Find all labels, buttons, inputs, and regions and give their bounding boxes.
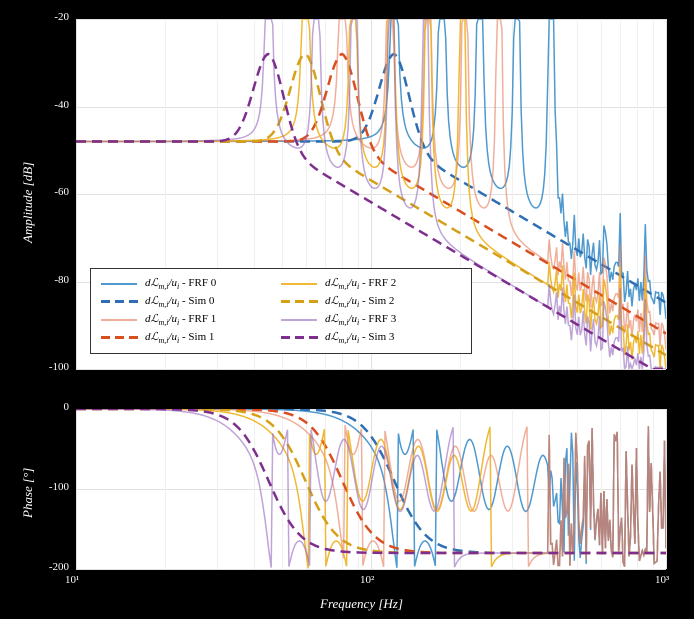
ytick-label: -80 xyxy=(35,274,69,286)
legend-label: dℒm,i/ui - FRF 3 xyxy=(325,312,396,327)
legend-label: dℒm,i/ui - Sim 2 xyxy=(325,294,394,309)
bode-figure: Amplitude [dB] Phase [°] Frequency [Hz] … xyxy=(0,0,694,619)
legend-label: dℒm,i/ui - FRF 0 xyxy=(145,276,216,291)
ytick-label: -60 xyxy=(35,186,69,198)
legend-item: dℒm,i/ui - Sim 1 xyxy=(101,330,281,345)
ytick-label: -100 xyxy=(35,481,69,493)
legend-label: dℒm,i/ui - Sim 1 xyxy=(145,330,214,345)
legend-item: dℒm,i/ui - FRF 3 xyxy=(281,312,461,327)
ytick-label: -20 xyxy=(35,11,69,23)
ytick-label: -40 xyxy=(35,99,69,111)
series-frf3 xyxy=(76,409,666,568)
legend-swatch xyxy=(101,295,137,309)
ytick-label: 0 xyxy=(35,401,69,413)
legend-swatch xyxy=(101,277,137,291)
legend-swatch xyxy=(101,313,137,327)
xtick-label: 10² xyxy=(360,574,374,586)
series-sim0 xyxy=(76,54,666,303)
legend-label: dℒm,i/ui - FRF 2 xyxy=(325,276,396,291)
phase-ylabel: Phase [°] xyxy=(20,468,36,518)
legend-swatch xyxy=(281,295,317,309)
legend-row: dℒm,i/ui - Sim 0 dℒm,i/ui - Sim 2 xyxy=(101,293,461,311)
phase-xlabel: Frequency [Hz] xyxy=(320,596,403,612)
xtick-label: 10¹ xyxy=(65,574,79,586)
legend-label: dℒm,i/ui - Sim 3 xyxy=(325,330,394,345)
legend-item: dℒm,i/ui - FRF 0 xyxy=(101,276,281,291)
ytick-label: -100 xyxy=(35,361,69,373)
legend-item: dℒm,i/ui - Sim 0 xyxy=(101,294,281,309)
legend: dℒm,i/ui - FRF 0dℒm,i/ui - FRF 2dℒm,i/ui… xyxy=(90,268,472,354)
legend-swatch xyxy=(101,331,137,345)
legend-swatch xyxy=(281,313,317,327)
legend-row: dℒm,i/ui - FRF 1 dℒm,i/ui - FRF 3 xyxy=(101,311,461,329)
legend-label: dℒm,i/ui - FRF 1 xyxy=(145,312,216,327)
legend-item: dℒm,i/ui - FRF 1 xyxy=(101,312,281,327)
phase-plot xyxy=(75,408,667,570)
legend-swatch xyxy=(281,331,317,345)
legend-row: dℒm,i/ui - FRF 0 dℒm,i/ui - FRF 2 xyxy=(101,275,461,293)
legend-item: dℒm,i/ui - Sim 3 xyxy=(281,330,461,345)
legend-label: dℒm,i/ui - Sim 0 xyxy=(145,294,214,309)
amplitude-ylabel: Amplitude [dB] xyxy=(20,162,36,243)
legend-row: dℒm,i/ui - Sim 1 dℒm,i/ui - Sim 3 xyxy=(101,329,461,347)
phase-curves xyxy=(76,409,666,569)
legend-item: dℒm,i/ui - FRF 2 xyxy=(281,276,461,291)
legend-swatch xyxy=(281,277,317,291)
xtick-label: 10³ xyxy=(655,574,669,586)
ytick-label: -200 xyxy=(35,561,69,573)
legend-item: dℒm,i/ui - Sim 2 xyxy=(281,294,461,309)
